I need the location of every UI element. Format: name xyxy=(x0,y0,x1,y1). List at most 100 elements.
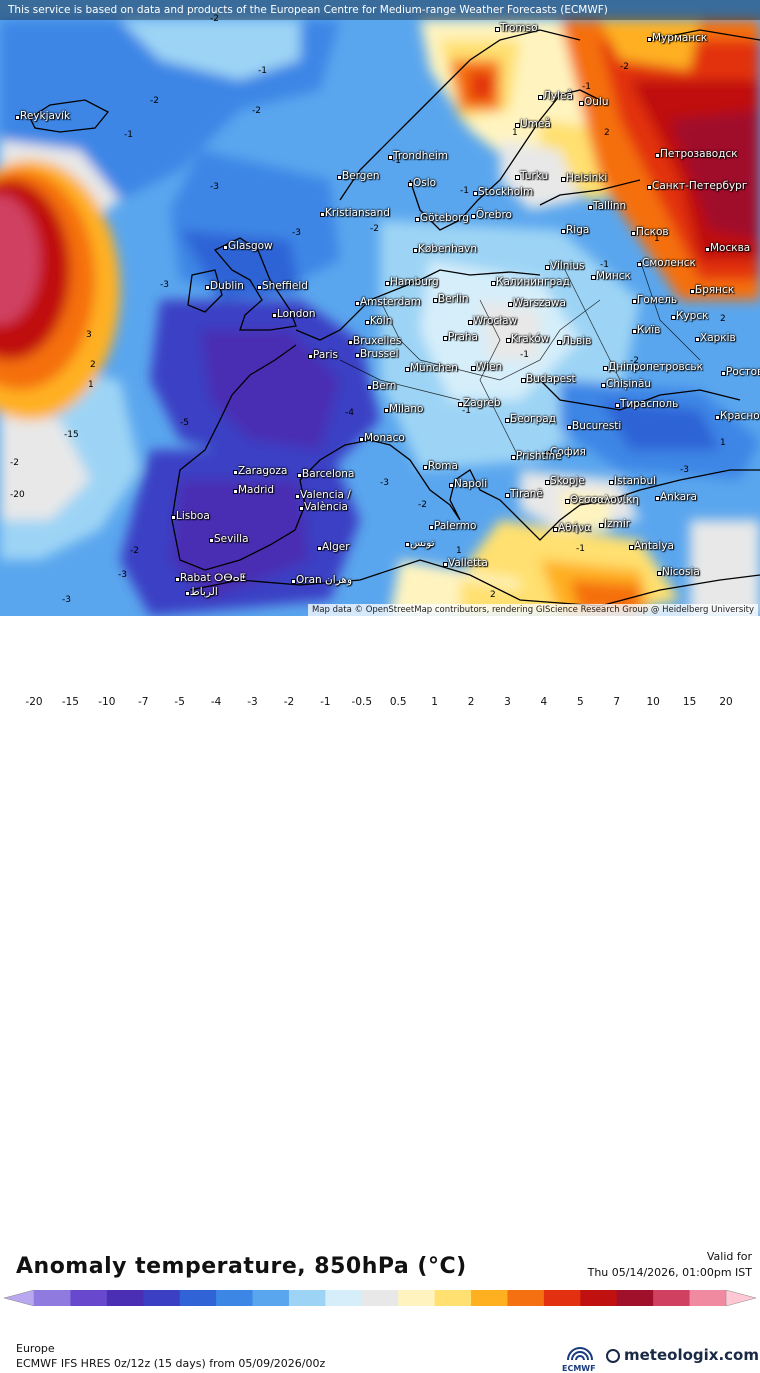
city-label: Hamburg xyxy=(385,276,439,288)
city-label: Riga xyxy=(560,224,590,236)
city-label: Красно xyxy=(715,410,760,422)
legend-swatch xyxy=(252,1290,290,1306)
legend-tick-label: 4 xyxy=(540,696,548,708)
city-label: Москва xyxy=(704,242,751,254)
isoline-label: -1 xyxy=(460,186,469,196)
legend-swatch xyxy=(288,1290,326,1306)
isoline-label: -3 xyxy=(62,595,71,605)
city-label: Lisboa xyxy=(171,510,210,522)
city-label: Praha xyxy=(443,331,478,343)
ecmwf-logo-text[interactable]: ECMWF xyxy=(562,1364,596,1373)
temperature-anomaly-field xyxy=(0,0,760,616)
city-label: Napoli xyxy=(448,478,488,490)
city-label: Brussel xyxy=(355,348,399,360)
city-label: Turku xyxy=(514,170,549,182)
isoline-label: 1 xyxy=(88,380,94,390)
city-label: Курск xyxy=(670,310,709,322)
legend-swatch xyxy=(689,1290,727,1306)
legend-tick-label: 3 xyxy=(504,696,511,708)
city-label: Göteborg xyxy=(414,212,470,224)
valid-date: Thu 05/14/2026, 01:00pm IST xyxy=(587,1266,752,1279)
legend-tick-label: -20 xyxy=(25,696,43,708)
city-label: Trondheim xyxy=(388,150,448,162)
legend-tick-label: 1 xyxy=(431,696,438,708)
isoline-label: 1 xyxy=(654,234,660,244)
city-label: Bern xyxy=(366,380,397,392)
legend-tick-label: -7 xyxy=(138,696,149,708)
isoline-label: -1 xyxy=(392,156,401,166)
city-label: Tromsø xyxy=(495,22,538,34)
city-label: Paris xyxy=(308,349,338,361)
city-label: Луleå xyxy=(538,90,573,102)
city-label: Bucuresti xyxy=(566,420,622,432)
city-label: Rabat ⵔⴱⴰⵟ xyxy=(174,572,247,584)
city-label: Дніпропетровськ xyxy=(603,361,703,373)
city-label: València xyxy=(299,501,348,513)
city-label: Milano xyxy=(383,403,424,415)
city-label: Nicosia xyxy=(657,566,700,578)
city-label: Budapest xyxy=(521,373,576,385)
meteologix-logo-text[interactable]: meteologix.com xyxy=(624,1346,759,1364)
city-label: Смоленск xyxy=(637,257,696,269)
city-label: Amsterdam xyxy=(355,296,421,308)
isoline-label: -3 xyxy=(160,280,169,290)
city-label: Vilnius xyxy=(544,260,585,272)
legend-swatch xyxy=(361,1290,399,1306)
legend-tick-label: 5 xyxy=(576,696,584,708)
isoline-label: -2 xyxy=(150,96,159,106)
isoline-label: 3 xyxy=(86,330,92,340)
city-label: Bergen xyxy=(337,170,380,182)
isoline-label: -2 xyxy=(210,14,219,24)
isoline-label: -1 xyxy=(600,260,609,270)
city-label: Prishtine xyxy=(511,450,562,462)
city-label: الرباط xyxy=(185,586,218,598)
isoline-label: -3 xyxy=(380,478,389,488)
isoline-label: -1 xyxy=(576,544,585,554)
isoline-label: -2 xyxy=(10,458,19,468)
city-label: Θεσσαλονίκη xyxy=(564,494,640,506)
city-label: Минск xyxy=(591,270,631,282)
valid-for-label: Valid for xyxy=(706,1250,752,1263)
legend-min-arrow xyxy=(4,1289,35,1307)
region-label: Europe xyxy=(16,1342,55,1355)
city-label: Sevilla xyxy=(209,533,249,545)
isoline-label: -2 xyxy=(130,546,139,556)
city-label: Oulu xyxy=(579,96,609,108)
isoline-label: 2 xyxy=(720,314,726,324)
city-label: Warszawa xyxy=(508,297,566,309)
city-label: Wrocław xyxy=(467,315,518,327)
city-label: Glasgow xyxy=(223,240,273,252)
legend-swatch xyxy=(434,1290,472,1306)
city-label: Örebro xyxy=(471,209,512,221)
legend-max-arrow xyxy=(725,1289,756,1307)
legend-swatch xyxy=(580,1290,618,1306)
legend-tick-label: 20 xyxy=(719,696,733,708)
city-label: Αθήνα xyxy=(552,522,592,534)
city-label: Reykjavík xyxy=(14,110,71,122)
ecmwf-notice-banner: This service is based on data and produc… xyxy=(0,0,760,20)
isoline-label: -2 xyxy=(252,106,261,116)
isoline-label: -1 xyxy=(520,350,529,360)
legend-tick-label: -5 xyxy=(174,696,185,708)
legend-tick-label: 7 xyxy=(613,696,621,708)
isoline-label: -3 xyxy=(118,570,127,580)
legend-tick-label: -0.5 xyxy=(351,696,373,708)
meteologix-logo[interactable]: meteologix.com xyxy=(604,1346,759,1364)
isoline-label: -1 xyxy=(582,82,591,92)
isoline-label: 2 xyxy=(604,128,610,138)
city-label: Skopje xyxy=(545,475,585,487)
map-attribution[interactable]: Map data © OpenStreetMap contributors, r… xyxy=(308,604,758,616)
city-label: Київ xyxy=(631,324,661,336)
color-legend xyxy=(4,1289,756,1307)
isoline-label: -2 xyxy=(370,224,379,234)
city-label: Львів xyxy=(556,335,592,347)
legend-swatch xyxy=(34,1290,71,1306)
city-label: Гомель xyxy=(631,294,678,306)
legend-swatch xyxy=(70,1290,108,1306)
city-label: Alger xyxy=(317,541,350,553)
legend-swatch xyxy=(179,1290,217,1306)
city-label: Zaragoza xyxy=(232,465,288,477)
legend-tick-label: 15 xyxy=(682,696,697,708)
legend-swatch xyxy=(106,1290,144,1306)
weather-map[interactable]: -2 -1 -2 -1 -2 -3 -3 -3 3 2 1 -5 -15 -20 -2 -3 -2 -3 -4 -3 -… xyxy=(0,0,760,616)
